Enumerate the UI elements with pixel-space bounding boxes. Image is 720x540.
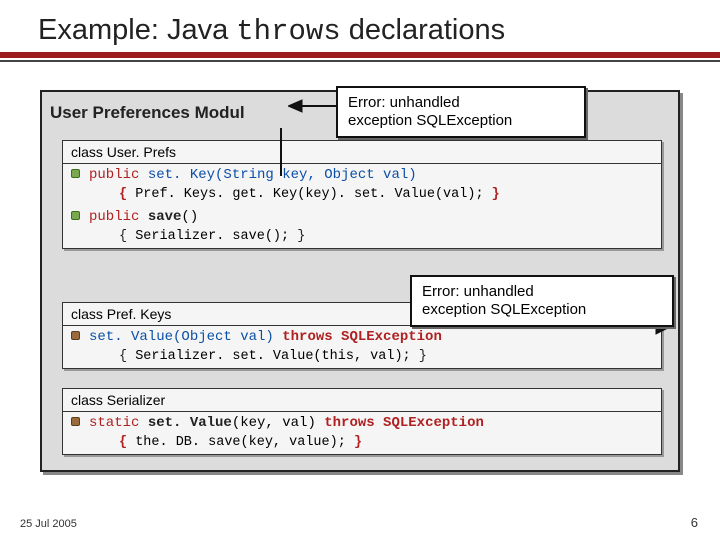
member-icon xyxy=(71,211,80,220)
member-icon xyxy=(71,331,80,340)
serializer-mods: static xyxy=(89,415,148,431)
title-underline xyxy=(0,52,720,58)
title-mono: throws xyxy=(236,15,340,48)
module-title: User Preferences Modul xyxy=(50,103,245,123)
setkey-mods: public xyxy=(89,167,148,183)
callout-1-line-2: exception SQLException xyxy=(348,112,512,129)
save-name: save xyxy=(148,209,182,225)
member-icon xyxy=(71,417,80,426)
setkey-body: { Pref. Keys. get. Key(key). set. Value(… xyxy=(63,187,661,206)
serializer-args: (key, val) xyxy=(232,415,324,431)
setkey-body-text: Pref. Keys. get. Key(key). set. Value(va… xyxy=(135,187,491,202)
serializer-body: { the. DB. save(key, value); } xyxy=(63,435,661,454)
save-tail: () xyxy=(181,209,198,225)
prefkeys-body-text: Serializer. set. Value(this, val); xyxy=(135,349,419,364)
page-number: 6 xyxy=(691,515,698,530)
title-thinline xyxy=(0,60,720,62)
brace-close: } xyxy=(492,187,500,202)
setkey-sig: set. Key(String key, Object val) xyxy=(148,167,417,183)
brace-open: { xyxy=(119,435,135,450)
serializer-body-text: the. DB. save(key, value); xyxy=(135,435,354,450)
prefkeys-body: { Serializer. set. Value(this, val); } xyxy=(63,349,661,368)
member-icon xyxy=(71,169,80,178)
serializer-name: set. Value xyxy=(148,415,232,431)
class-serializer-head: class Serializer xyxy=(63,389,661,412)
userprefs-save: public save() xyxy=(63,206,661,229)
brace-open: { xyxy=(119,187,135,202)
title-suffix: declarations xyxy=(341,14,505,46)
serializer-setvalue: static set. Value(key, val) throws SQLEx… xyxy=(63,412,661,435)
callout-2-line-1: Error: unhandled xyxy=(422,283,534,300)
class-serializer: class Serializer static set. Value(key, … xyxy=(62,388,662,455)
brace-close: } xyxy=(354,435,362,450)
brace-open: { xyxy=(119,229,135,244)
slide: Example: Java throws declarations User P… xyxy=(0,0,720,540)
save-body: { Serializer. save(); } xyxy=(63,229,661,248)
callout-error-2: Error: unhandled exception SQLException xyxy=(410,275,674,327)
brace-close: } xyxy=(419,349,427,364)
callout-2-line-2: exception SQLException xyxy=(422,301,586,318)
prefkeys-throws: throws SQLException xyxy=(282,329,442,345)
callout-1-line-1: Error: unhandled xyxy=(348,94,460,111)
brace-close: } xyxy=(297,229,305,244)
callout-1-leader xyxy=(280,128,282,176)
prefkeys-sig: set. Value(Object val) xyxy=(89,329,282,345)
footer-date: 25 Jul 2005 xyxy=(20,518,77,530)
slide-title: Example: Java throws declarations xyxy=(0,0,720,48)
class-userprefs-head: class User. Prefs xyxy=(63,141,661,164)
userprefs-setkey: public set. Key(String key, Object val) xyxy=(63,164,661,187)
save-body-text: Serializer. save(); xyxy=(135,229,297,244)
class-userprefs: class User. Prefs public set. Key(String… xyxy=(62,140,662,249)
brace-open: { xyxy=(119,349,135,364)
callout-error-1: Error: unhandled exception SQLException xyxy=(336,86,586,138)
serializer-throws: throws SQLException xyxy=(324,415,484,431)
title-prefix: Example: Java xyxy=(38,14,236,46)
save-mods: public xyxy=(89,209,148,225)
